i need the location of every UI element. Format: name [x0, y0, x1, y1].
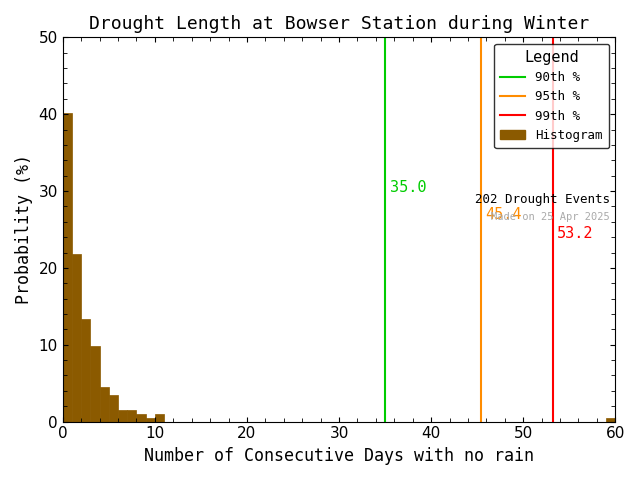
Text: 45.4: 45.4	[486, 206, 522, 222]
Bar	[127, 410, 136, 421]
Legend: 90th %, 95th %, 99th %, Histogram: 90th %, 95th %, 99th %, Histogram	[494, 44, 609, 148]
Bar	[118, 410, 127, 421]
Bar	[72, 254, 81, 421]
Bar	[63, 113, 72, 421]
Y-axis label: Probability (%): Probability (%)	[15, 155, 33, 304]
Bar	[90, 346, 100, 421]
Text: 35.0: 35.0	[390, 180, 426, 195]
Bar	[146, 418, 155, 421]
Bar	[109, 395, 118, 421]
Bar	[81, 319, 90, 421]
Title: Drought Length at Bowser Station during Winter: Drought Length at Bowser Station during …	[89, 15, 589, 33]
Bar	[155, 414, 164, 421]
Bar	[136, 414, 146, 421]
Bar	[606, 418, 615, 421]
Text: Made on 25 Apr 2025: Made on 25 Apr 2025	[491, 212, 610, 222]
Text: 53.2: 53.2	[557, 226, 594, 241]
X-axis label: Number of Consecutive Days with no rain: Number of Consecutive Days with no rain	[144, 447, 534, 465]
Bar	[100, 387, 109, 421]
Text: 202 Drought Events: 202 Drought Events	[475, 193, 610, 206]
